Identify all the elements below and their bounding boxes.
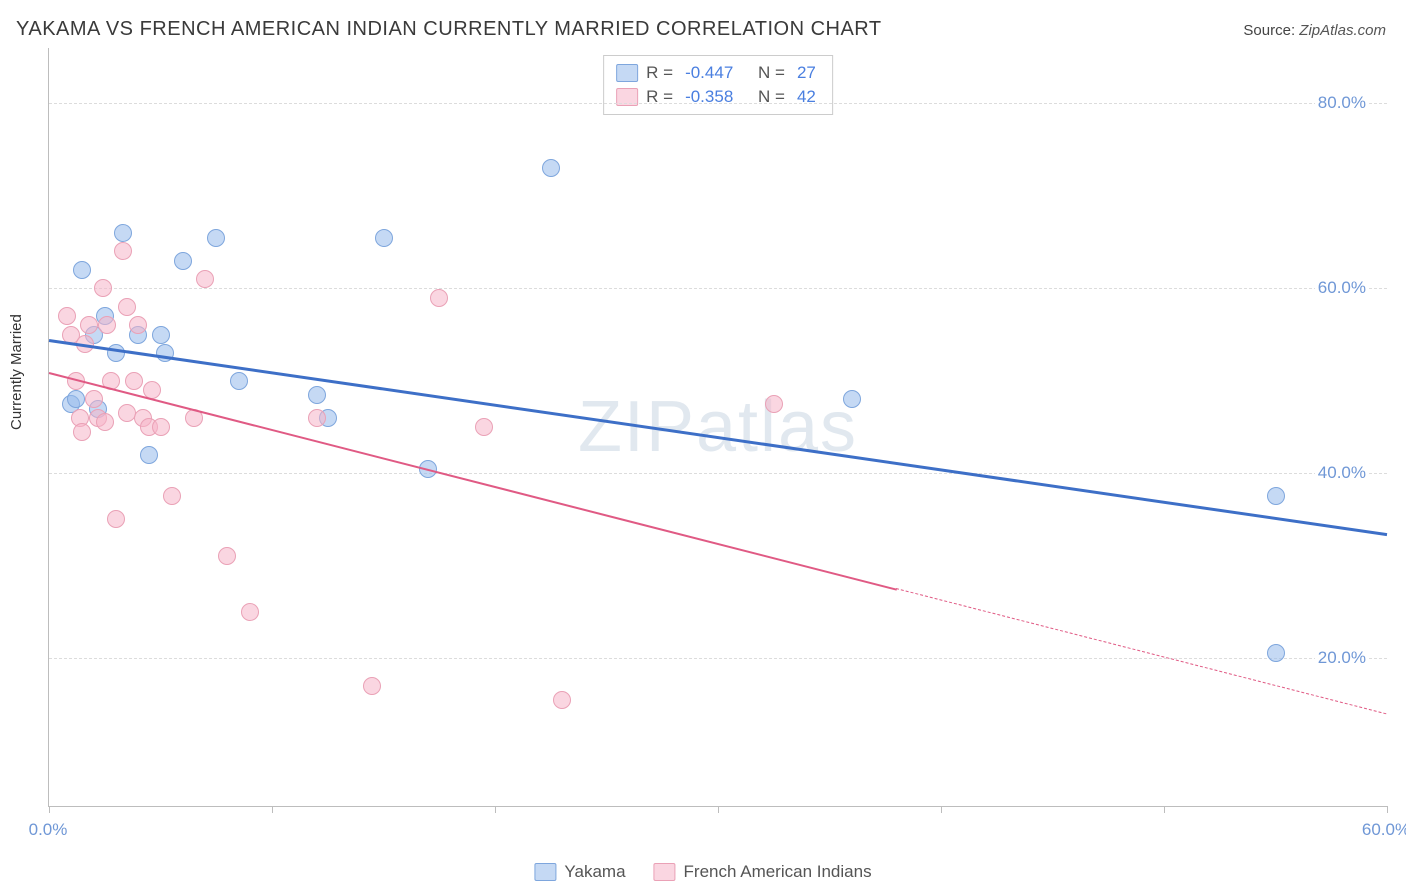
stats-r-yakama: -0.447 xyxy=(681,61,737,85)
stats-r-label: R = xyxy=(646,85,673,109)
scatter-point xyxy=(363,677,381,695)
scatter-point xyxy=(96,413,114,431)
scatter-point xyxy=(58,307,76,325)
scatter-point xyxy=(241,603,259,621)
scatter-point xyxy=(98,316,116,334)
source-attribution: Source: ZipAtlas.com xyxy=(1243,22,1386,39)
scatter-point xyxy=(140,446,158,464)
legend-label-yakama: Yakama xyxy=(564,862,625,882)
scatter-point xyxy=(107,510,125,528)
stats-n-label: N = xyxy=(758,61,785,85)
stats-r-label: R = xyxy=(646,61,673,85)
regression-line xyxy=(49,339,1387,536)
scatter-point xyxy=(218,547,236,565)
scatter-point xyxy=(230,372,248,390)
scatter-point xyxy=(163,487,181,505)
x-tick-mark xyxy=(495,806,496,813)
scatter-point xyxy=(129,316,147,334)
watermark-text: ZIPatlas xyxy=(578,387,858,467)
y-tick-label: 20.0% xyxy=(1315,648,1369,668)
y-tick-label: 60.0% xyxy=(1315,278,1369,298)
scatter-point xyxy=(94,279,112,297)
y-tick-label: 40.0% xyxy=(1315,463,1369,483)
x-tick-mark xyxy=(1164,806,1165,813)
stats-row-french: R = -0.358 N = 42 xyxy=(616,85,820,109)
stats-n-label: N = xyxy=(758,85,785,109)
legend-label-french: French American Indians xyxy=(684,862,872,882)
scatter-point xyxy=(118,298,136,316)
scatter-point xyxy=(553,691,571,709)
y-axis-label: Currently Married xyxy=(8,314,25,430)
gridline xyxy=(49,288,1387,289)
legend-item-yakama: Yakama xyxy=(534,862,625,882)
gridline xyxy=(49,658,1387,659)
legend-item-french: French American Indians xyxy=(654,862,872,882)
scatter-point xyxy=(308,409,326,427)
x-tick-label: 60.0% xyxy=(1362,820,1406,840)
stats-n-yakama: 27 xyxy=(793,61,820,85)
stats-r-french: -0.358 xyxy=(681,85,737,109)
swatch-yakama-icon xyxy=(616,64,638,82)
scatter-point xyxy=(542,159,560,177)
x-tick-mark xyxy=(941,806,942,813)
stats-n-french: 42 xyxy=(793,85,820,109)
scatter-point xyxy=(152,326,170,344)
scatter-point xyxy=(1267,644,1285,662)
stats-legend-box: R = -0.447 N = 27 R = -0.358 N = 42 xyxy=(603,55,833,115)
scatter-point xyxy=(475,418,493,436)
series-legend: Yakama French American Indians xyxy=(534,862,871,882)
x-tick-mark xyxy=(1387,806,1388,813)
x-tick-mark xyxy=(272,806,273,813)
gridline xyxy=(49,103,1387,104)
scatter-point xyxy=(107,344,125,362)
gridline xyxy=(49,473,1387,474)
scatter-point xyxy=(67,390,85,408)
scatter-point xyxy=(73,423,91,441)
x-tick-label: 0.0% xyxy=(29,820,68,840)
scatter-point xyxy=(1267,487,1285,505)
x-tick-mark xyxy=(49,806,50,813)
source-value: ZipAtlas.com xyxy=(1299,22,1386,39)
y-tick-label: 80.0% xyxy=(1315,93,1369,113)
watermark: ZIPatlas xyxy=(578,386,858,468)
scatter-point xyxy=(114,242,132,260)
scatter-point xyxy=(207,229,225,247)
scatter-point xyxy=(196,270,214,288)
chart-title: YAKAMA VS FRENCH AMERICAN INDIAN CURRENT… xyxy=(16,18,882,41)
scatter-point xyxy=(765,395,783,413)
scatter-point xyxy=(125,372,143,390)
swatch-yakama-icon xyxy=(534,863,556,881)
stats-row-yakama: R = -0.447 N = 27 xyxy=(616,61,820,85)
plot-area: ZIPatlas R = -0.447 N = 27 R = -0.358 N … xyxy=(48,48,1387,807)
scatter-point xyxy=(152,418,170,436)
scatter-point xyxy=(73,261,91,279)
chart-container: YAKAMA VS FRENCH AMERICAN INDIAN CURRENT… xyxy=(0,0,1406,892)
swatch-french-icon xyxy=(654,863,676,881)
scatter-point xyxy=(843,390,861,408)
scatter-point xyxy=(174,252,192,270)
x-tick-mark xyxy=(718,806,719,813)
scatter-point xyxy=(375,229,393,247)
scatter-point xyxy=(430,289,448,307)
scatter-point xyxy=(308,386,326,404)
regression-line xyxy=(896,588,1387,714)
scatter-point xyxy=(80,316,98,334)
scatter-point xyxy=(85,390,103,408)
scatter-point xyxy=(114,224,132,242)
source-label: Source: xyxy=(1243,22,1295,39)
